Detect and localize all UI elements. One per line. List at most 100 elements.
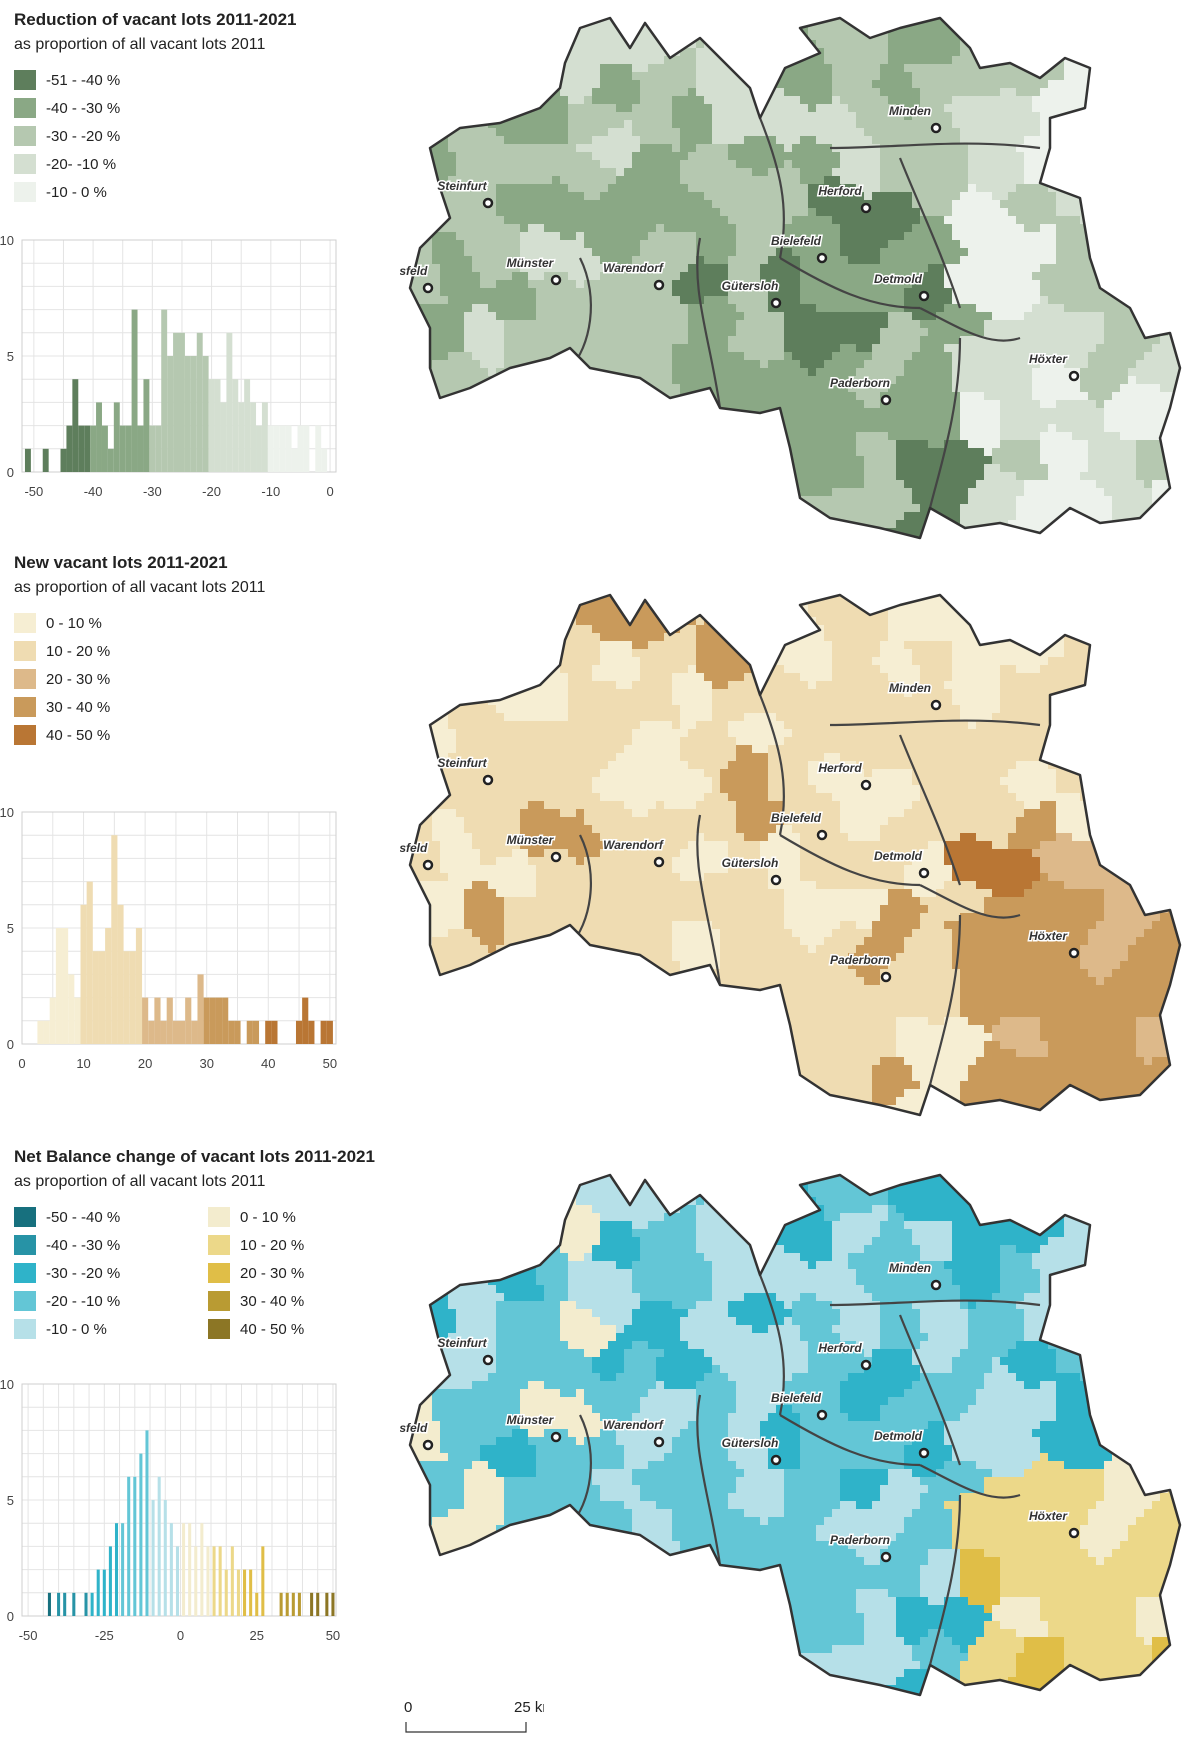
municipality-cell xyxy=(872,384,881,393)
municipality-cell xyxy=(1056,376,1065,385)
municipality-cell xyxy=(872,56,881,65)
municipality-cell xyxy=(1096,32,1105,41)
municipality-cell xyxy=(1192,320,1200,329)
municipality-cell xyxy=(952,264,961,273)
municipality-cell xyxy=(400,368,409,377)
municipality-cell xyxy=(680,240,689,249)
municipality-cell xyxy=(864,176,873,185)
municipality-cell xyxy=(536,160,545,169)
municipality-cell xyxy=(904,344,913,353)
municipality-cell xyxy=(760,168,769,177)
municipality-cell xyxy=(712,168,721,177)
municipality-cell xyxy=(1192,256,1200,265)
municipality-cell xyxy=(1016,240,1025,249)
municipality-cell xyxy=(1144,288,1153,297)
municipality-cell xyxy=(888,376,897,385)
municipality-cell xyxy=(480,320,489,329)
municipality-cell xyxy=(1000,128,1009,137)
municipality-cell xyxy=(728,160,737,169)
municipality-cell xyxy=(1056,88,1065,97)
municipality-cell xyxy=(616,392,625,401)
municipality-cell xyxy=(800,248,809,257)
municipality-cell xyxy=(984,18,993,25)
municipality-cell xyxy=(1152,8,1161,17)
municipality-cell xyxy=(728,192,737,201)
municipality-cell xyxy=(824,304,833,313)
municipality-cell xyxy=(816,224,825,233)
municipality-cell xyxy=(992,216,1001,225)
municipality-cell xyxy=(536,64,545,73)
municipality-cell xyxy=(1056,344,1065,353)
municipality-cell xyxy=(984,8,993,17)
municipality-cell xyxy=(1072,72,1081,81)
municipality-cell xyxy=(600,168,609,177)
municipality-cell xyxy=(560,344,569,353)
municipality-cell xyxy=(1112,200,1121,209)
municipality-cell xyxy=(1048,104,1057,113)
municipality-cell xyxy=(760,360,769,369)
municipality-cell xyxy=(1000,288,1009,297)
municipality-cell xyxy=(608,232,617,241)
municipality-cell xyxy=(672,18,681,25)
municipality-cell xyxy=(616,192,625,201)
municipality-cell xyxy=(464,152,473,161)
municipality-cell xyxy=(1064,288,1073,297)
municipality-cell xyxy=(680,280,689,289)
municipality-cell xyxy=(624,48,633,57)
municipality-cell xyxy=(520,72,529,81)
municipality-cell xyxy=(456,192,465,201)
municipality-cell xyxy=(768,384,777,393)
municipality-cell xyxy=(448,136,457,145)
municipality-cell xyxy=(576,336,585,345)
municipality-cell xyxy=(712,152,721,161)
municipality-cell xyxy=(1072,384,1081,393)
municipality-cell xyxy=(472,48,481,57)
municipality-cell xyxy=(1112,48,1121,57)
municipality-cell xyxy=(464,8,473,17)
municipality-cell xyxy=(552,32,561,41)
municipality-cell xyxy=(648,200,657,209)
municipality-cell xyxy=(696,280,705,289)
municipality-cell xyxy=(808,256,817,265)
municipality-cell xyxy=(920,368,929,377)
municipality-cell xyxy=(904,40,913,49)
municipality-cell xyxy=(984,304,993,313)
municipality-cell xyxy=(720,40,729,49)
municipality-cell xyxy=(1088,384,1097,393)
municipality-cell xyxy=(488,104,497,113)
municipality-cell xyxy=(608,96,617,105)
municipality-cell xyxy=(488,272,497,281)
municipality-cell xyxy=(816,208,825,217)
municipality-cell xyxy=(608,120,617,129)
municipality-cell xyxy=(832,18,841,25)
municipality-cell xyxy=(888,32,897,41)
municipality-cell xyxy=(1136,168,1145,177)
municipality-cell xyxy=(536,18,545,25)
municipality-cell xyxy=(608,272,617,281)
municipality-cell xyxy=(552,376,561,385)
municipality-cell xyxy=(896,72,905,81)
municipality-cell xyxy=(576,232,585,241)
municipality-cell xyxy=(1104,144,1113,153)
municipality-cell xyxy=(600,352,609,361)
municipality-cell xyxy=(1080,296,1089,305)
municipality-cell xyxy=(496,200,505,209)
municipality-cell xyxy=(488,88,497,97)
municipality-cell xyxy=(464,320,473,329)
histogram-bar xyxy=(291,448,298,472)
municipality-cell xyxy=(656,128,665,137)
municipality-cell xyxy=(1096,152,1105,161)
municipality-cell xyxy=(1136,208,1145,217)
municipality-cell xyxy=(1120,64,1129,73)
municipality-cell xyxy=(1176,152,1180,161)
municipality-cell xyxy=(960,128,969,137)
municipality-cell xyxy=(1040,336,1049,345)
municipality-cell xyxy=(440,184,449,193)
municipality-cell xyxy=(1184,384,1193,393)
municipality-cell xyxy=(736,208,745,217)
municipality-cell xyxy=(1120,200,1129,209)
municipality-cell xyxy=(880,56,889,65)
municipality-cell xyxy=(648,232,657,241)
municipality-cell xyxy=(600,80,609,89)
municipality-cell xyxy=(632,104,641,113)
